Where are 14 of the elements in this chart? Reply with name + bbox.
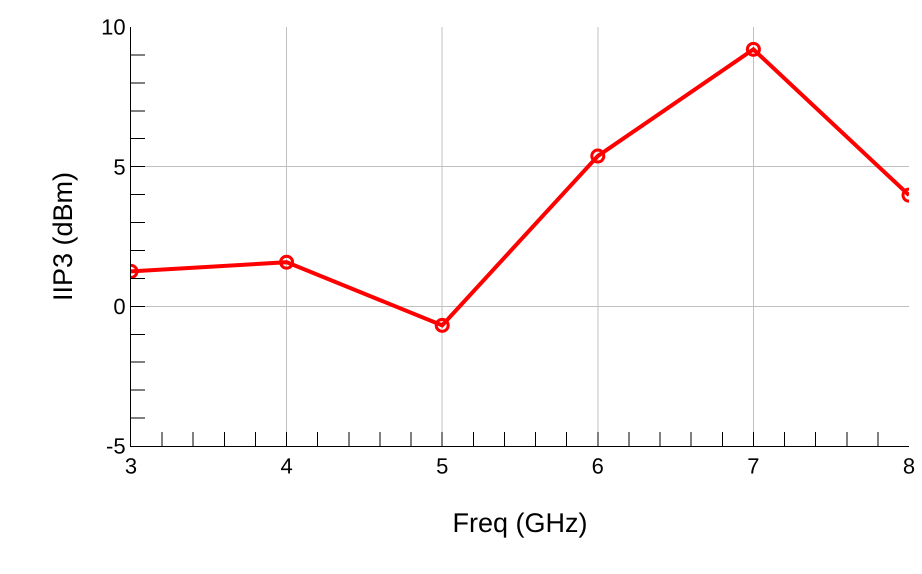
point [590, 148, 606, 164]
y-tick-label: 5 [113, 154, 126, 180]
x-axis-title: Freq (GHz) [452, 508, 588, 538]
x-tick-label: 7 [747, 453, 760, 478]
x-tick-label: 6 [592, 453, 604, 478]
y-axis-title: IIP3 (dBm) [48, 172, 78, 302]
x-tick-label: 8 [902, 453, 916, 478]
x-tick-label: 3 [124, 453, 138, 478]
y-tick-label: -5 [106, 434, 126, 459]
y-tick-label: 0 [113, 294, 126, 320]
x-tick-label: 5 [436, 453, 448, 478]
point [434, 318, 450, 333]
y-tick-label: 10 [101, 14, 126, 40]
x-tick-label: 4 [280, 453, 293, 478]
